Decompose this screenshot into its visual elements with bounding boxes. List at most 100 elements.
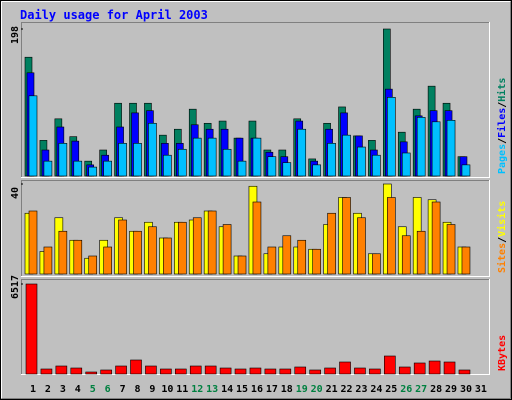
bar [458,369,471,375]
bar [446,224,456,275]
x-tick-label: 15 [236,384,248,395]
x-tick-label: 23 [355,384,367,395]
bar [163,154,172,177]
bar [237,160,247,177]
bar [234,368,247,375]
bar [73,160,83,177]
bar [369,368,381,375]
x-tick-label: 19 [296,384,308,395]
x-tick-label: 30 [460,384,472,395]
x-tick-label: 29 [445,384,457,395]
x-tick-label: 1 [30,384,36,395]
legend-entry: Pages [497,144,508,174]
x-tick-label: 5 [90,384,96,395]
x-tick-label: 22 [341,384,353,395]
bar [219,367,232,375]
bar [461,164,471,177]
bar [192,217,202,275]
x-tick-label: 3 [60,384,66,395]
x-tick-label: 11 [176,384,188,395]
x-tick-label: 2 [45,384,51,395]
x-tick-label: 24 [370,384,382,395]
bar [431,121,441,177]
legend-entry: Visits [496,201,508,237]
bar [252,137,262,177]
x-tick-label: 9 [149,384,155,395]
plot-area [21,279,490,375]
bar [148,226,157,275]
bar [413,362,426,375]
bar [178,148,187,177]
bar [327,143,336,177]
bar [401,152,411,177]
bar [354,367,366,375]
legend-entry: Hits [496,78,508,102]
bar [312,164,321,177]
legend-entry: Sites [496,243,508,273]
bar [28,95,38,177]
bar [431,201,441,275]
bar [384,355,396,375]
bar [237,255,247,275]
bar [297,128,307,177]
bar [43,246,53,275]
bar [387,97,396,177]
bar [73,239,83,275]
legend-separator: / [497,237,508,243]
y-tick-label: 6517 [10,275,21,299]
x-tick-label: 10 [161,384,173,395]
legend-entry: KBytes [497,335,508,371]
bar [88,255,98,275]
legend-separator: / [497,138,508,144]
bar [148,122,157,177]
bar [339,361,351,375]
bar [324,367,336,375]
bar [357,217,366,275]
bar [222,148,232,177]
bar [133,143,142,177]
bar [312,248,321,275]
bar [294,366,307,375]
legend: KBytes [497,335,508,371]
x-tick-label: 28 [430,384,442,395]
bar [207,210,217,275]
x-tick-label: 26 [400,384,412,395]
x-tick-label: 14 [221,384,233,395]
x-tick-label: 13 [206,384,218,395]
x-tick-label: 20 [311,384,323,395]
x-tick-label: 31 [475,384,487,395]
x-tick-label: 16 [251,384,263,395]
bar [327,212,336,275]
x-tick-label: 7 [120,384,126,395]
bar [118,219,127,275]
bar [222,224,232,275]
bar [443,361,456,375]
bar [178,221,187,275]
bar [267,156,277,177]
x-tick-label: 27 [415,384,427,395]
legend: Sites/Visits [496,201,508,273]
x-tick-label: 21 [326,384,338,395]
bar [279,368,292,375]
bar [282,235,292,275]
bar [401,235,411,275]
x-tick-label: 6 [105,384,111,395]
bar [357,146,366,177]
bar [461,246,471,275]
bar [160,368,172,375]
bar [28,210,38,275]
bar [145,365,157,375]
bar [163,237,172,275]
chart-title: Daily usage for April 2003 [20,8,208,22]
bar [115,365,127,375]
bar [192,137,202,177]
x-tick-label: 4 [75,384,81,395]
bar [85,371,98,375]
y-tick-label: 40 [10,187,21,199]
bar [204,365,217,375]
bar [249,367,262,375]
legend: Pages/Files/Hits [496,78,508,174]
bar [43,160,53,177]
bar [207,137,217,177]
